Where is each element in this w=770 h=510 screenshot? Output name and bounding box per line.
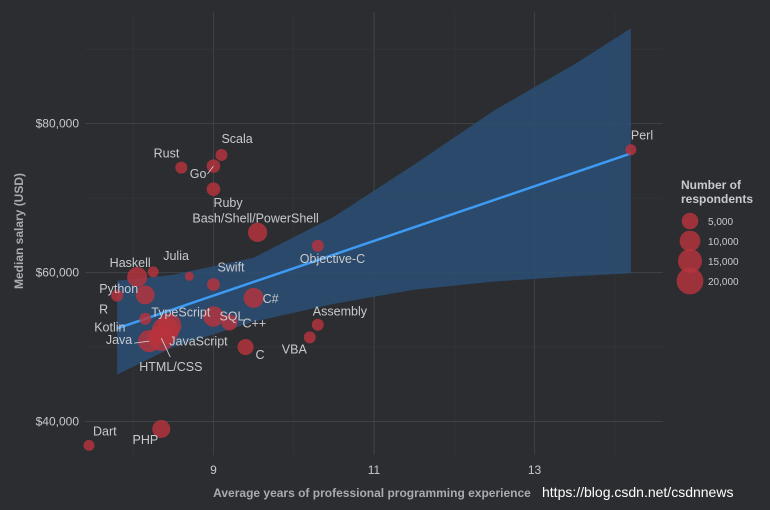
point-scala <box>215 148 228 161</box>
point-bash-shell-powershell <box>247 222 268 243</box>
point-c <box>221 314 238 331</box>
point-julia <box>147 266 159 278</box>
y-tick-label: $40,000 <box>36 414 80 428</box>
trend-line <box>116 152 632 330</box>
point-label-kotlin: Kotlin <box>94 321 125 335</box>
point-label-r: R <box>99 303 108 317</box>
point-label-dart: Dart <box>93 424 117 438</box>
point-label-vba: VBA <box>282 342 308 356</box>
legend-label: 5,000 <box>708 217 733 228</box>
point-label-perl: Perl <box>631 129 653 143</box>
point-labels-layer: Perl Scala Rust Go RubyBash/Shell/PowerShell… <box>93 129 653 447</box>
leader-line <box>160 337 171 358</box>
confidence-band-layer <box>117 28 631 375</box>
legend-label: 10,000 <box>708 237 739 248</box>
point-c <box>237 339 254 356</box>
x-tick-label: 11 <box>368 463 381 477</box>
y-axis-title: Median salary (USD) <box>12 173 26 289</box>
point-label-go: Go <box>190 167 207 181</box>
legend-label: 15,000 <box>708 257 739 268</box>
point-perl <box>625 144 637 156</box>
point-label-bash-shell-powershell: Bash/Shell/PowerShell <box>192 211 318 225</box>
point-haskell <box>127 267 148 288</box>
point-label-rust: Rust <box>154 147 180 161</box>
point-r <box>111 289 124 302</box>
point-kotlin <box>139 312 152 325</box>
legend-swatch <box>676 267 704 295</box>
legend-entries: 5,000 10,000 15,000 20,000 <box>676 212 739 295</box>
point-label-assembly: Assembly <box>313 305 368 319</box>
y-tick-label: $60,000 <box>36 266 80 280</box>
point-php <box>152 419 171 438</box>
legend: Number of respondents 5,000 10,000 15,000 2… <box>676 178 753 295</box>
point-dart <box>83 439 95 451</box>
point-label-c-: C++ <box>243 316 267 330</box>
x-axis-ticks: 9 11 13 <box>210 463 541 477</box>
point-label-swift: Swift <box>217 261 245 275</box>
point-label-typescript: TypeScript <box>151 305 211 319</box>
x-tick-label: 13 <box>528 463 542 477</box>
point-label-sql: SQL <box>219 310 244 324</box>
trend-line-layer <box>116 152 632 330</box>
point-label-objective-c: Objective-C <box>300 252 365 266</box>
legend-swatch <box>681 212 699 230</box>
legend-swatch <box>679 230 701 252</box>
legend-title-line-1: Number of <box>681 178 742 192</box>
legend-swatch <box>677 248 703 274</box>
leader-line <box>134 340 150 344</box>
point-label-html-css: HTML/CSS <box>139 360 202 374</box>
point-python <box>135 285 155 305</box>
point-c <box>243 287 264 308</box>
point-sql <box>203 306 224 327</box>
leader-line <box>207 165 214 175</box>
point-java <box>138 329 161 353</box>
y-axis-ticks: $40,000 $60,000 $80,000 <box>36 117 80 429</box>
point-assembly <box>311 318 324 331</box>
legend-label: 20,000 <box>708 277 739 288</box>
point-unlabeled <box>184 271 194 281</box>
x-tick-label: 9 <box>210 463 217 477</box>
points-layer <box>83 144 637 451</box>
point-swift <box>207 278 220 291</box>
point-rust <box>175 161 188 174</box>
legend-title-line-2: respondents <box>681 192 753 206</box>
point-label-ruby: Ruby <box>213 196 243 210</box>
point-label-haskell: Haskell <box>110 256 151 270</box>
watermark: https://blog.csdn.net/csdnnews <box>542 484 733 500</box>
point-ruby <box>206 182 221 196</box>
x-axis-title: Average years of professional programmin… <box>213 486 531 500</box>
y-tick-label: $80,000 <box>36 117 80 131</box>
point-label-python: Python <box>99 282 138 296</box>
confidence-band <box>117 28 631 375</box>
point-objective-c <box>311 239 324 252</box>
point-label-javascript: JavaScript <box>169 335 228 349</box>
point-typescript <box>157 313 182 338</box>
point-label-java: Java <box>106 333 132 347</box>
point-label-php: PHP <box>133 433 159 447</box>
point-label-scala: Scala <box>221 132 252 146</box>
point-label-c: C <box>256 348 265 362</box>
point-label-julia: Julia <box>163 249 189 263</box>
point-label-c-: C# <box>263 292 279 306</box>
point-vba <box>303 331 316 344</box>
